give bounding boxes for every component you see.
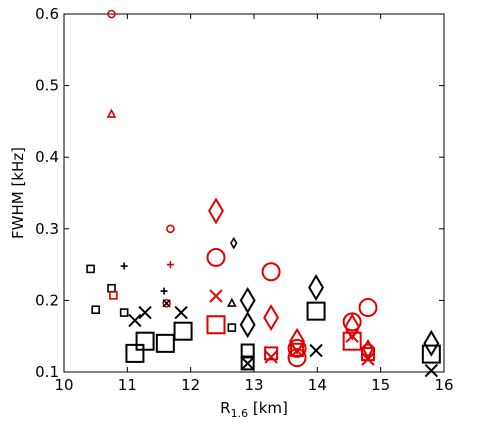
circle-marker <box>206 247 226 267</box>
axis-tick-labels: 10 11 12 13 14 15 16 0.1 0.2 0.3 0.4 0.5 0.6 <box>35 5 453 394</box>
square-marker <box>264 346 279 361</box>
x-marker <box>240 356 255 371</box>
x-marker <box>361 352 375 366</box>
square-marker <box>342 331 362 351</box>
square-marker <box>107 283 116 293</box>
y-tick-label: 0.5 <box>35 77 59 95</box>
x-axis-label-subscript: 1.6 <box>231 407 249 420</box>
x-tick-label: 10 <box>54 376 73 394</box>
diamond-marker <box>208 197 224 225</box>
data-markers <box>86 9 441 378</box>
diamond-marker <box>239 286 256 314</box>
triangle-marker <box>227 297 237 307</box>
square-marker <box>86 264 95 274</box>
x-marker <box>264 350 278 364</box>
diamond-marker <box>308 274 325 301</box>
square-marker <box>125 343 145 363</box>
square-marker <box>206 315 226 335</box>
square-marker <box>91 305 100 315</box>
plus-marker <box>120 262 128 270</box>
plot-frame <box>63 13 445 373</box>
circle-marker <box>358 298 378 318</box>
diamond-marker <box>230 236 238 250</box>
circle-marker <box>342 312 362 332</box>
x-axis-label: R1.6 [km] <box>220 399 288 420</box>
x-marker <box>209 289 223 303</box>
x-axis-label-unit: [km] <box>248 399 288 417</box>
x-marker <box>128 313 142 328</box>
x-marker <box>174 305 188 320</box>
x-marker <box>309 343 323 358</box>
x-axis-label-main: R <box>220 399 230 417</box>
square-marker <box>240 356 255 371</box>
x-tick-label: 11 <box>118 376 137 394</box>
circle-marker <box>166 224 175 234</box>
x-tick-label: 13 <box>244 376 263 394</box>
circle-marker <box>162 298 171 308</box>
square-marker <box>290 342 305 357</box>
square-marker <box>155 333 175 353</box>
circle-marker <box>107 9 116 19</box>
plus-marker <box>166 261 174 269</box>
diamond-marker <box>289 327 306 355</box>
y-tick-label: 0.4 <box>35 148 59 166</box>
x-tick-label: 16 <box>434 376 453 394</box>
diamond-marker <box>344 313 361 341</box>
plus-marker <box>160 287 168 295</box>
square-marker <box>421 344 441 364</box>
diamond-marker <box>239 311 256 339</box>
x-marker <box>162 299 171 308</box>
square-marker <box>173 321 193 341</box>
square-marker <box>306 301 326 321</box>
x-marker <box>345 329 359 343</box>
square-marker <box>109 291 118 300</box>
circle-marker <box>261 262 281 282</box>
axis-ticks <box>63 13 445 373</box>
square-marker <box>227 323 237 332</box>
y-tick-label: 0.6 <box>35 5 59 23</box>
square-marker <box>119 308 129 317</box>
x-marker <box>138 305 152 320</box>
x-tick-label: 14 <box>308 376 327 394</box>
circle-marker <box>287 338 307 358</box>
x-marker <box>290 343 304 358</box>
x-marker <box>424 363 439 378</box>
y-axis-label: FWHM [kHz] <box>9 147 27 239</box>
y-tick-label: 0.3 <box>35 220 59 238</box>
square-marker <box>135 331 155 351</box>
diamond-marker <box>362 339 374 360</box>
y-tick-label: 0.2 <box>35 291 59 309</box>
triangle-marker <box>106 108 117 118</box>
y-tick-label: 0.1 <box>35 363 59 381</box>
diamond-marker <box>263 304 280 332</box>
x-tick-label: 12 <box>181 376 200 394</box>
x-tick-label: 15 <box>371 376 390 394</box>
diamond-marker <box>423 329 440 357</box>
square-marker <box>240 343 255 358</box>
